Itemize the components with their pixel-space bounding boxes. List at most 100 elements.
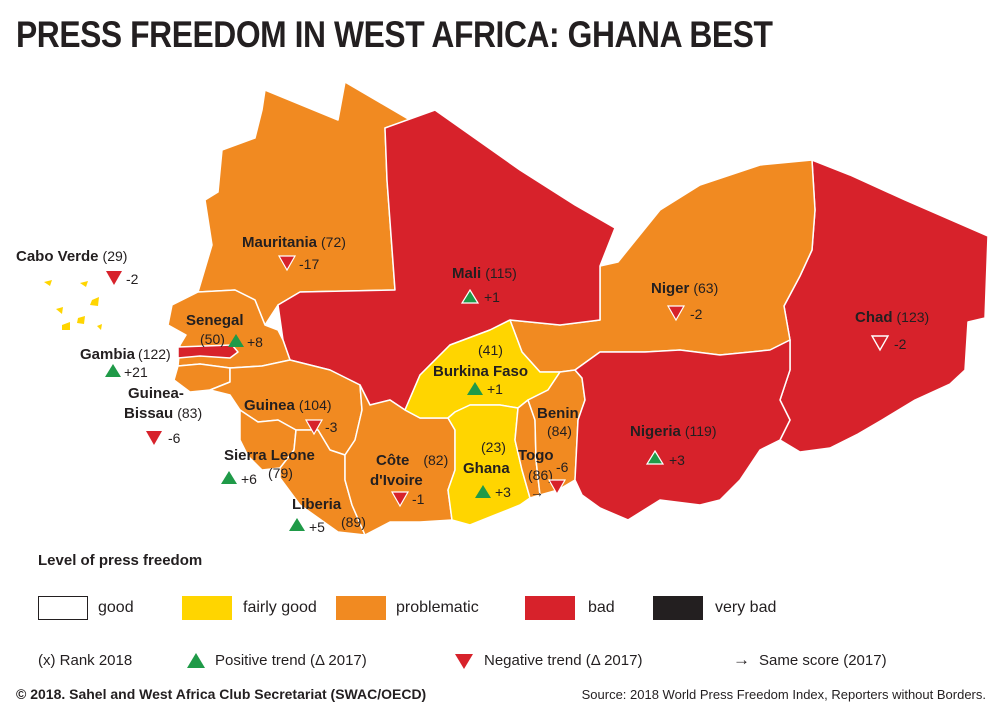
country-ghana[interactable] <box>447 404 531 526</box>
country-nigeria[interactable] <box>574 339 791 521</box>
country-label: Bissau <box>124 405 173 422</box>
country-label: Guinea <box>244 397 296 414</box>
legend-levels: good fairly good problematic bad very ba… <box>0 596 1000 624</box>
cabo-verde-islands[interactable] <box>44 280 102 330</box>
positive-trend-icon <box>475 485 491 498</box>
country-label: Mauritania <box>242 234 318 251</box>
rank-label: (82) <box>423 452 448 468</box>
trend-value: -17 <box>299 256 319 272</box>
trend-value: +1 <box>487 381 503 397</box>
trend-value: -2 <box>690 306 703 322</box>
svg-text:Côte(82): Côte (82) <box>376 452 448 469</box>
country-label: Côte <box>376 452 409 469</box>
trend-value: -6 <box>556 459 569 475</box>
country-label: Ghana <box>463 460 510 477</box>
legend-title: Level of press freedom <box>38 552 203 569</box>
country-mauritania[interactable] <box>197 81 411 326</box>
rank-label: (83) <box>177 405 202 421</box>
country-label: Sierra Leone <box>224 447 315 464</box>
positive-trend-icon <box>105 364 121 377</box>
same-score-key: Same score (2017) <box>759 652 887 669</box>
legend-key: (x) Rank 2018 Positive trend (Δ 2017) Ne… <box>0 650 1000 674</box>
country-label: Cabo Verde <box>16 248 99 265</box>
negative-trend-icon <box>277 255 297 272</box>
svg-text:Nigeria(119): Nigeria (119) <box>630 423 717 440</box>
rank-label: (41) <box>478 342 503 358</box>
rank-label: (122) <box>138 346 171 362</box>
country-label: Togo <box>518 447 554 464</box>
swatch-very-bad <box>653 596 703 620</box>
country-label: Mali <box>452 265 481 282</box>
rank-key: (x) Rank 2018 <box>38 652 133 669</box>
country-label: Senegal <box>186 312 244 329</box>
negative-trend-icon <box>547 479 567 496</box>
trend-value: -3 <box>325 419 338 435</box>
svg-text:Chad(123): Chad (123) <box>855 309 929 326</box>
rank-label: (89) <box>341 514 366 530</box>
negative-trend-icon <box>146 431 162 445</box>
trend-value: -2 <box>126 271 139 287</box>
country-label: Gambia <box>80 346 136 363</box>
svg-text:Bissau(83): Bissau (83) <box>124 405 202 422</box>
country-label: Benin <box>537 405 579 422</box>
svg-text:Mali(115): Mali (115) <box>452 265 517 282</box>
legend-label-problematic: problematic <box>396 599 479 616</box>
legend-label-good: good <box>98 599 134 616</box>
legend-label-very-bad: very bad <box>715 599 777 616</box>
positive-trend-icon <box>187 653 205 668</box>
rank-label: (123) <box>897 309 930 325</box>
country-label: Niger <box>651 280 690 297</box>
swatch-problematic <box>336 596 386 620</box>
rank-label: (115) <box>485 265 517 281</box>
country-label: Guinea- <box>128 385 184 402</box>
rank-label: (29) <box>103 248 128 264</box>
trend-value: +3 <box>669 452 685 468</box>
negative-trend-icon <box>870 335 890 352</box>
rank-label: (72) <box>321 234 346 250</box>
rank-label: (86) <box>528 467 553 483</box>
trend-value: -2 <box>894 336 907 352</box>
country-label: Chad <box>855 309 893 326</box>
legend-label-bad: bad <box>588 599 615 616</box>
rank-label: (104) <box>299 397 332 413</box>
country-label: d'Ivoire <box>370 472 423 489</box>
swatch-good <box>38 596 88 620</box>
trend-value: +6 <box>241 471 257 487</box>
legend-label-fairly-good: fairly good <box>243 599 317 616</box>
source: Source: 2018 World Press Freedom Index, … <box>581 687 986 702</box>
svg-text:Mauritania(72): Mauritania (72) <box>242 234 346 251</box>
negative-trend-icon <box>455 654 473 669</box>
same-score-icon: → <box>530 484 544 500</box>
rank-label: (63) <box>693 280 718 296</box>
west-africa-map: Cabo Verde (29) -2 Mauritania (72) -17 Mal… <box>16 81 989 536</box>
svg-text:Niger(63): Niger (63) <box>651 280 718 297</box>
trend-value: -6 <box>168 430 181 446</box>
positive-trend-icon <box>460 288 480 304</box>
svg-text:Cabo Verde(29): Cabo Verde (29) <box>16 248 127 265</box>
positive-trend-icon <box>228 334 244 347</box>
trend-value: +5 <box>309 519 325 535</box>
country-label: Burkina Faso <box>433 363 528 380</box>
country-label: Liberia <box>292 496 342 513</box>
trend-value: +8 <box>247 334 263 350</box>
positive-trend-icon <box>645 449 665 465</box>
trend-value: +3 <box>495 484 511 500</box>
negative-trend-key: Negative trend (Δ 2017) <box>484 652 643 669</box>
positive-trend-icon <box>289 518 305 531</box>
country-label: Nigeria <box>630 423 682 440</box>
trend-value: +21 <box>124 364 148 380</box>
svg-text:Gambia(122): Gambia (122) <box>80 346 171 363</box>
arrow-right-icon: → <box>733 650 750 669</box>
page-title: PRESS FREEDOM IN WEST AFRICA: GHANA BEST <box>16 14 773 55</box>
negative-trend-icon <box>390 491 410 508</box>
negative-trend-icon <box>304 419 324 436</box>
trend-value: -1 <box>412 491 425 507</box>
svg-text:Guinea(104): Guinea (104) <box>244 397 332 414</box>
positive-trend-icon <box>221 471 237 484</box>
positive-trend-icon <box>467 382 483 395</box>
rank-label: (119) <box>685 423 717 439</box>
trend-value: +1 <box>484 289 500 305</box>
rank-label: (50) <box>200 331 225 347</box>
negative-trend-icon <box>106 271 122 285</box>
swatch-bad <box>525 596 575 620</box>
